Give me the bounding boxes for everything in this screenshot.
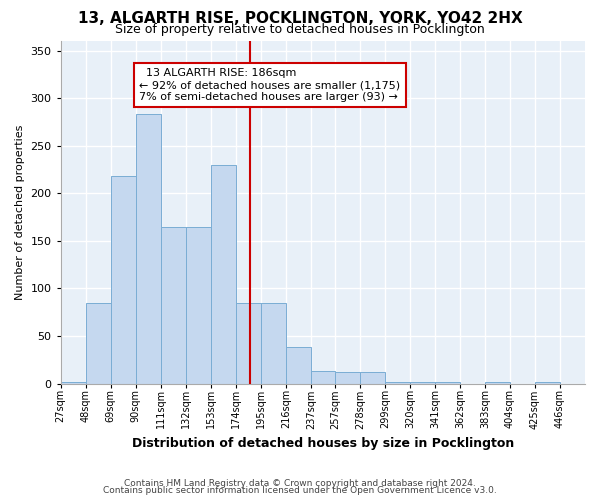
X-axis label: Distribution of detached houses by size in Pocklington: Distribution of detached houses by size … — [132, 437, 514, 450]
Text: Contains HM Land Registry data © Crown copyright and database right 2024.: Contains HM Land Registry data © Crown c… — [124, 478, 476, 488]
Bar — [385, 382, 410, 384]
Bar — [286, 348, 311, 384]
Bar — [186, 226, 211, 384]
Bar — [360, 372, 385, 384]
Bar — [485, 382, 510, 384]
Text: 13 ALGARTH RISE: 186sqm
← 92% of detached houses are smaller (1,175)
7% of semi-: 13 ALGARTH RISE: 186sqm ← 92% of detache… — [139, 68, 400, 102]
Text: 13, ALGARTH RISE, POCKLINGTON, YORK, YO42 2HX: 13, ALGARTH RISE, POCKLINGTON, YORK, YO4… — [77, 11, 523, 26]
Bar — [86, 302, 111, 384]
Bar — [111, 176, 136, 384]
Bar — [435, 382, 460, 384]
Bar — [311, 371, 335, 384]
Bar — [410, 382, 435, 384]
Text: Size of property relative to detached houses in Pocklington: Size of property relative to detached ho… — [115, 22, 485, 36]
Bar — [136, 114, 161, 384]
Bar — [335, 372, 360, 384]
Bar — [211, 164, 236, 384]
Text: Contains public sector information licensed under the Open Government Licence v3: Contains public sector information licen… — [103, 486, 497, 495]
Bar — [61, 382, 86, 384]
Bar — [161, 226, 186, 384]
Bar — [261, 302, 286, 384]
Bar — [535, 382, 560, 384]
Y-axis label: Number of detached properties: Number of detached properties — [15, 124, 25, 300]
Bar — [236, 302, 261, 384]
